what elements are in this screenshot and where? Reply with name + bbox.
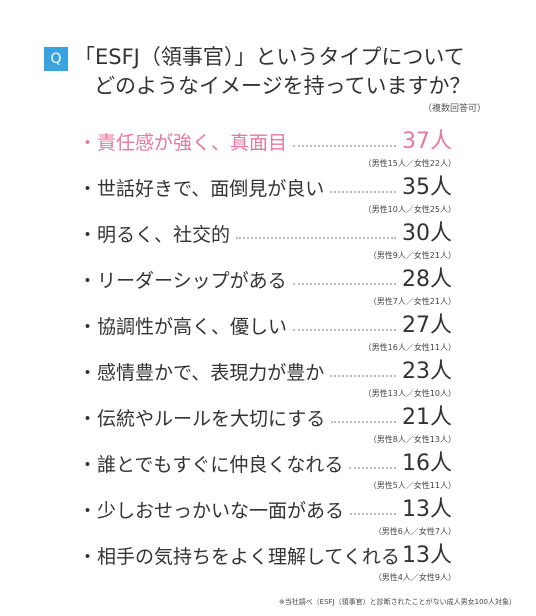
answer-row: ・明るく、社交的 30人 （男性9人／女性21人） <box>0 221 536 268</box>
answer-count: 37人 <box>402 129 452 154</box>
answer-label: ・感情豊かで、表現力が豊か <box>78 362 325 384</box>
answer-label: ・伝統やルールを大切にする <box>78 408 326 430</box>
gender-breakdown: （男性16人／女性11人） <box>363 343 456 352</box>
dotted-leader <box>331 421 396 423</box>
gender-breakdown: （男性9人／女性21人） <box>368 251 456 260</box>
answer-row: ・誰とでもすぐに仲良くなれる 16人 （男性5人／女性11人） <box>0 451 536 498</box>
gender-breakdown: （男性8人／女性13人） <box>368 435 456 444</box>
answer-count: 27人 <box>402 313 452 338</box>
answer-count: 28人 <box>402 267 452 292</box>
answer-count: 30人 <box>402 221 452 246</box>
gender-breakdown: （男性5人／女性11人） <box>368 481 456 490</box>
gender-breakdown: （男性10人／女性25人） <box>363 205 456 214</box>
answer-count: 16人 <box>402 451 452 476</box>
question-line-1: 「ESFJ（領事官）」というタイプについて <box>74 45 465 69</box>
gender-breakdown: （男性7人／女性21人） <box>368 297 456 306</box>
answer-count: 21人 <box>402 405 452 430</box>
answer-label: ・リーダーシップがある <box>78 270 287 292</box>
answer-label: ・世話好きで、面倒見が良い <box>78 178 325 200</box>
answer-label: ・協調性が高く、優しい <box>78 316 288 338</box>
question-line-2: どのようなイメージを持っていますか？ <box>94 74 471 98</box>
dotted-leader <box>293 329 396 331</box>
gender-breakdown: （男性13人／女性10人） <box>363 389 456 398</box>
answer-label: ・誰とでもすぐに仲良くなれる <box>78 454 344 476</box>
dotted-leader <box>236 237 396 239</box>
answer-count: 13人 <box>402 497 452 522</box>
multiple-answer-note: （複数回答可） <box>422 104 486 114</box>
answer-row: ・リーダーシップがある 28人 （男性7人／女性21人） <box>0 267 536 314</box>
gender-breakdown: （男性6人／女性7人） <box>373 527 456 536</box>
dotted-leader <box>349 467 396 469</box>
gender-breakdown: （男性15人／女性22人） <box>363 159 456 168</box>
answer-row: ・少しおせっかいな一面がある 13人 （男性6人／女性7人） <box>0 497 536 544</box>
answer-label: ・責任感が強く、真面目 <box>78 132 288 154</box>
answer-label: ・明るく、社交的 <box>78 224 231 246</box>
dotted-leader <box>293 145 396 147</box>
answer-row: ・責任感が強く、真面目 37人 （男性15人／女性22人） <box>0 129 536 176</box>
answer-label: ・少しおせっかいな一面がある <box>78 500 345 522</box>
answer-row: ・協調性が高く、優しい 27人 （男性16人／女性11人） <box>0 313 536 360</box>
dotted-leader <box>293 283 396 285</box>
question-title: 「ESFJ（領事官）」というタイプについて どのようなイメージを持っていますか？ <box>74 43 514 101</box>
answer-row: ・感情豊かで、表現力が豊か 23人 （男性13人／女性10人） <box>0 359 536 406</box>
answer-row: ・伝統やルールを大切にする 21人 （男性8人／女性13人） <box>0 405 536 452</box>
answer-row: ・相手の気持ちをよく理解してくれる 13人 （男性4人／女性9人） <box>0 543 536 590</box>
dotted-leader <box>350 513 396 515</box>
dotted-leader <box>330 191 396 193</box>
answer-label: ・相手の気持ちをよく理解してくれる <box>78 546 400 568</box>
answer-row: ・世話好きで、面倒見が良い 35人 （男性10人／女性25人） <box>0 175 536 222</box>
gender-breakdown: （男性4人／女性9人） <box>373 573 456 582</box>
question-badge: Q <box>44 47 68 71</box>
survey-footnote: ※当社調べ（ESFJ（領事官）と診断されたことがない成人男女100人対象） <box>278 598 516 606</box>
answer-count: 35人 <box>402 175 452 200</box>
dotted-leader <box>330 375 396 377</box>
answer-count: 13人 <box>402 543 452 568</box>
answer-count: 23人 <box>402 359 452 384</box>
